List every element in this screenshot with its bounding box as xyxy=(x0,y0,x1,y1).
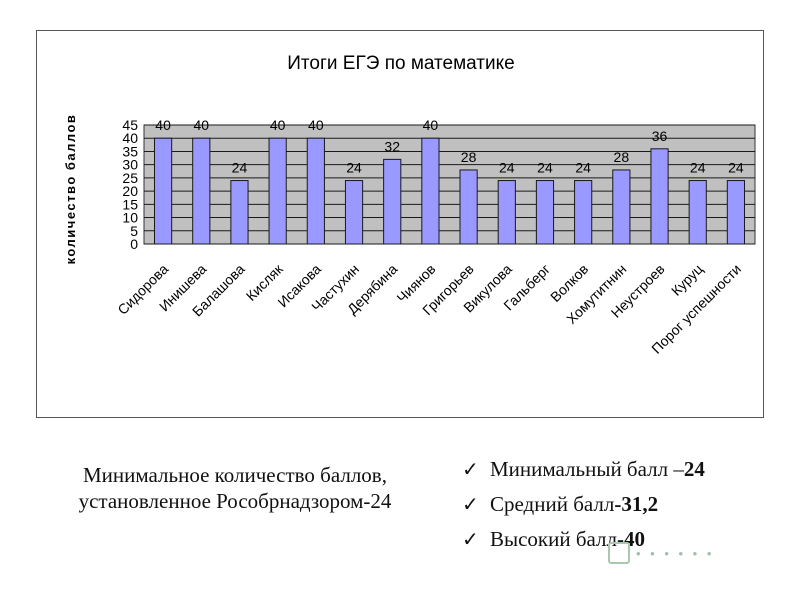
stat-avg-value: -31,2 xyxy=(614,492,659,516)
bar xyxy=(650,148,669,245)
bar xyxy=(497,180,516,245)
data-label: 24 xyxy=(499,160,515,176)
bar xyxy=(726,180,745,245)
check-icon: ✓ xyxy=(462,529,479,551)
data-label: 24 xyxy=(690,160,706,176)
data-label: 32 xyxy=(384,138,400,154)
y-tick-label: 40 xyxy=(122,130,138,146)
check-icon: ✓ xyxy=(462,459,479,481)
data-label: 40 xyxy=(155,117,171,133)
y-tick-label: 10 xyxy=(122,210,138,226)
data-label: 24 xyxy=(575,160,591,176)
stat-min-value: 24 xyxy=(683,457,705,481)
min-score-caption: Минимальное количество баллов, установле… xyxy=(78,463,392,513)
bar xyxy=(574,180,593,245)
data-label: 24 xyxy=(537,160,553,176)
data-label: 24 xyxy=(232,160,248,176)
bar xyxy=(230,180,249,245)
y-tick-label: 45 xyxy=(122,117,138,133)
data-label: 24 xyxy=(728,160,744,176)
data-label: 40 xyxy=(193,117,209,133)
bar xyxy=(688,180,707,245)
bar xyxy=(459,169,478,245)
check-icon: ✓ xyxy=(462,494,479,516)
stat-avg-score: ✓ Средний балл -31,2 xyxy=(462,487,705,522)
bar xyxy=(535,180,555,245)
data-label: 40 xyxy=(270,117,286,133)
y-tick-label: 0 xyxy=(130,236,138,252)
chart-frame: 0 5 10 15 20 25 30 35 40 45 40 Сидорова 40 Инишева 24 Б… xyxy=(36,30,764,418)
bar xyxy=(383,158,402,245)
y-tick-label: 5 xyxy=(130,223,138,239)
y-tick-label: 20 xyxy=(122,183,138,199)
stat-max-value: -40 xyxy=(617,527,646,551)
y-tick-label: 35 xyxy=(122,143,138,159)
y-tick-label: 15 xyxy=(122,196,138,212)
bar xyxy=(154,137,173,245)
bar xyxy=(306,137,325,245)
stats-list: ✓ Минимальный балл – 24 ✓ Средний балл -… xyxy=(462,452,705,557)
stat-min-score: ✓ Минимальный балл – 24 xyxy=(462,452,705,487)
data-label: 36 xyxy=(652,128,668,144)
chart-title: Итоги ЕГЭ по математике xyxy=(287,53,514,74)
y-tick-label: 30 xyxy=(122,157,138,173)
y-axis-label: количество баллов xyxy=(63,114,78,265)
data-label: 28 xyxy=(461,149,477,165)
bar xyxy=(421,137,440,245)
y-tick-label: 25 xyxy=(122,170,138,186)
bar xyxy=(344,180,364,245)
data-label: 40 xyxy=(423,117,439,133)
stat-avg-label: Средний балл xyxy=(490,492,615,516)
watermark-dots: • • • • • • xyxy=(636,545,715,561)
bar xyxy=(612,169,631,245)
data-label: 28 xyxy=(614,149,630,165)
stat-max-score: ✓ Высокий балл -40 xyxy=(462,522,705,557)
data-label: 40 xyxy=(308,117,324,133)
bar xyxy=(192,137,211,245)
watermark-logo-icon xyxy=(608,542,630,564)
watermark: • • • • • • xyxy=(608,540,763,566)
data-label: 24 xyxy=(346,160,362,176)
bar xyxy=(268,137,287,245)
stat-min-label: Минимальный балл – xyxy=(490,457,684,481)
stat-max-label: Высокий балл xyxy=(490,527,618,551)
